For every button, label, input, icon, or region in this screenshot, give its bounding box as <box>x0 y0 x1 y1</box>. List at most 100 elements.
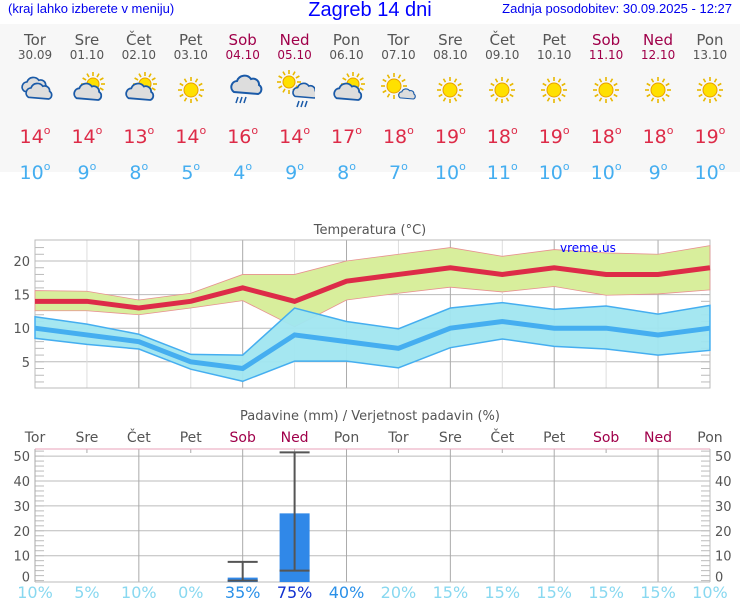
day-column: Pet 03.10 14o 5o <box>165 32 217 185</box>
precip-probability: 35% <box>225 583 261 600</box>
day-name: Tor <box>387 31 410 49</box>
low-temp: 8o <box>113 156 165 184</box>
daily-forecast-panel: Tor 30.09 14o 10o Sre 01.10 14o 9o Čet 02.… <box>0 24 740 184</box>
degree-sign: o <box>510 160 518 173</box>
high-value: 18 <box>486 126 511 148</box>
high-temp: 18o <box>372 120 424 148</box>
high-temp: 19o <box>684 120 736 148</box>
day-date: 30.09 <box>17 48 53 62</box>
degree-sign: o <box>43 160 51 173</box>
day-date: 09.10 <box>485 48 520 62</box>
precipitation-chart: Padavine (mm) / Verjetnost padavin (%) To… <box>13 409 732 600</box>
degree-sign: o <box>349 160 356 173</box>
high-value: 18 <box>642 126 667 148</box>
partly-cloudy-icon <box>61 70 113 110</box>
low-value: 11 <box>486 162 511 184</box>
day-date: 01.10 <box>69 48 105 62</box>
y-tick-label-right: 20 <box>715 525 732 540</box>
low-value: 7 <box>389 162 402 184</box>
degree-sign: o <box>718 160 726 173</box>
precip-probability: 0% <box>178 583 203 600</box>
day-column: Čet 02.10 13o 8o <box>113 32 165 184</box>
precip-probability: 15% <box>433 583 469 600</box>
day-column: Tor 07.10 18o 7o <box>372 32 424 184</box>
y-tick-label-left: 20 <box>13 525 30 540</box>
sun-icon <box>632 70 684 110</box>
low-value: 9 <box>77 162 90 184</box>
degree-sign: o <box>562 160 570 173</box>
low-temp: 11o <box>476 156 528 184</box>
low-temp: 4o <box>217 156 269 184</box>
cloud-rain-icon <box>217 70 269 110</box>
precip-probability: 15% <box>484 583 520 600</box>
x-day-label: Ned <box>644 430 672 446</box>
low-value: 10 <box>19 162 44 184</box>
low-temp: 10o <box>580 156 632 184</box>
precip-probability: 15% <box>640 583 676 600</box>
day-name: Sre <box>438 31 463 49</box>
day-name: Pon <box>332 31 361 49</box>
y-tick-label-left: 30 <box>13 500 30 515</box>
precip-probability: 10% <box>692 583 728 600</box>
y-tick-label-left: 10 <box>13 550 30 565</box>
low-value: 8 <box>337 162 350 184</box>
day-date: 10.10 <box>537 48 572 62</box>
chart-title: Padavine (mm) / Verjetnost padavin (%) <box>240 409 500 424</box>
low-value: 10 <box>538 162 563 184</box>
degree-sign: o <box>303 124 311 137</box>
chart-title: Temperatura (°C) <box>313 223 426 238</box>
high-value: 14 <box>71 126 96 148</box>
header: (kraj lahko izberete v meniju) Zagreb 14… <box>0 0 740 24</box>
high-temp: 18o <box>632 120 684 148</box>
day-date: 07.10 <box>381 48 416 62</box>
sun-icon <box>528 70 580 110</box>
degree-sign: o <box>614 124 622 137</box>
precip-probability: 15% <box>588 583 624 600</box>
high-temp: 14o <box>269 120 321 148</box>
y-tick-label-left: 50 <box>13 450 30 465</box>
low-temp: 9o <box>269 156 321 184</box>
cloudy-icon <box>9 70 61 110</box>
y-tick-label-right: 30 <box>715 500 732 515</box>
high-value: 14 <box>175 126 200 148</box>
degree-sign: o <box>355 124 362 137</box>
location-menu-hint[interactable]: (kraj lahko izberete v meniju) <box>8 1 175 16</box>
degree-sign: o <box>251 124 259 137</box>
day-date: 12.10 <box>640 48 676 62</box>
watermark: vreme.us <box>560 241 616 255</box>
precip-probability: 75% <box>277 583 313 600</box>
y-tick-label-left: 40 <box>13 475 30 490</box>
day-name: Sob <box>591 31 621 49</box>
high-value: 19 <box>694 126 719 148</box>
low-temp: 10o <box>424 156 476 184</box>
low-value: 10 <box>434 162 460 184</box>
day-column: Sre 01.10 14o 9o <box>61 32 113 184</box>
day-name: Čet <box>489 31 516 49</box>
degree-sign: o <box>89 160 97 173</box>
low-value: 9 <box>285 162 298 184</box>
high-value: 17 <box>331 126 356 148</box>
low-temp: 9o <box>632 156 684 184</box>
day-column: Tor 30.09 14o 10o <box>9 32 61 184</box>
x-day-label: Pon <box>334 430 359 446</box>
day-date: 08.10 <box>433 48 468 62</box>
high-temp: 18o <box>476 120 528 148</box>
day-date: 11.10 <box>588 48 624 62</box>
day-date: 06.10 <box>329 48 364 62</box>
low-value: 9 <box>648 162 661 184</box>
high-temp: 17o <box>321 120 373 148</box>
day-column: Pon 06.10 17o 8o <box>321 32 373 184</box>
y-tick-label: 10 <box>13 322 30 337</box>
x-day-label: Tor <box>387 430 409 446</box>
day-name: Pet <box>542 31 566 49</box>
high-value: 14 <box>279 126 304 148</box>
temperature-chart: Temperatura (°C) 5 10 15 20 vreme.us <box>13 223 711 389</box>
day-date: 03.10 <box>173 48 208 62</box>
y-tick-label: 5 <box>22 356 30 371</box>
partly-cloudy-icon <box>321 70 373 110</box>
day-name: Ned <box>643 31 674 49</box>
partly-cloudy-icon <box>113 70 165 110</box>
day-column: Pon 13.10 19o 10o <box>684 32 736 185</box>
high-temp: 19o <box>424 120 476 148</box>
x-day-label: Sre <box>75 430 98 446</box>
